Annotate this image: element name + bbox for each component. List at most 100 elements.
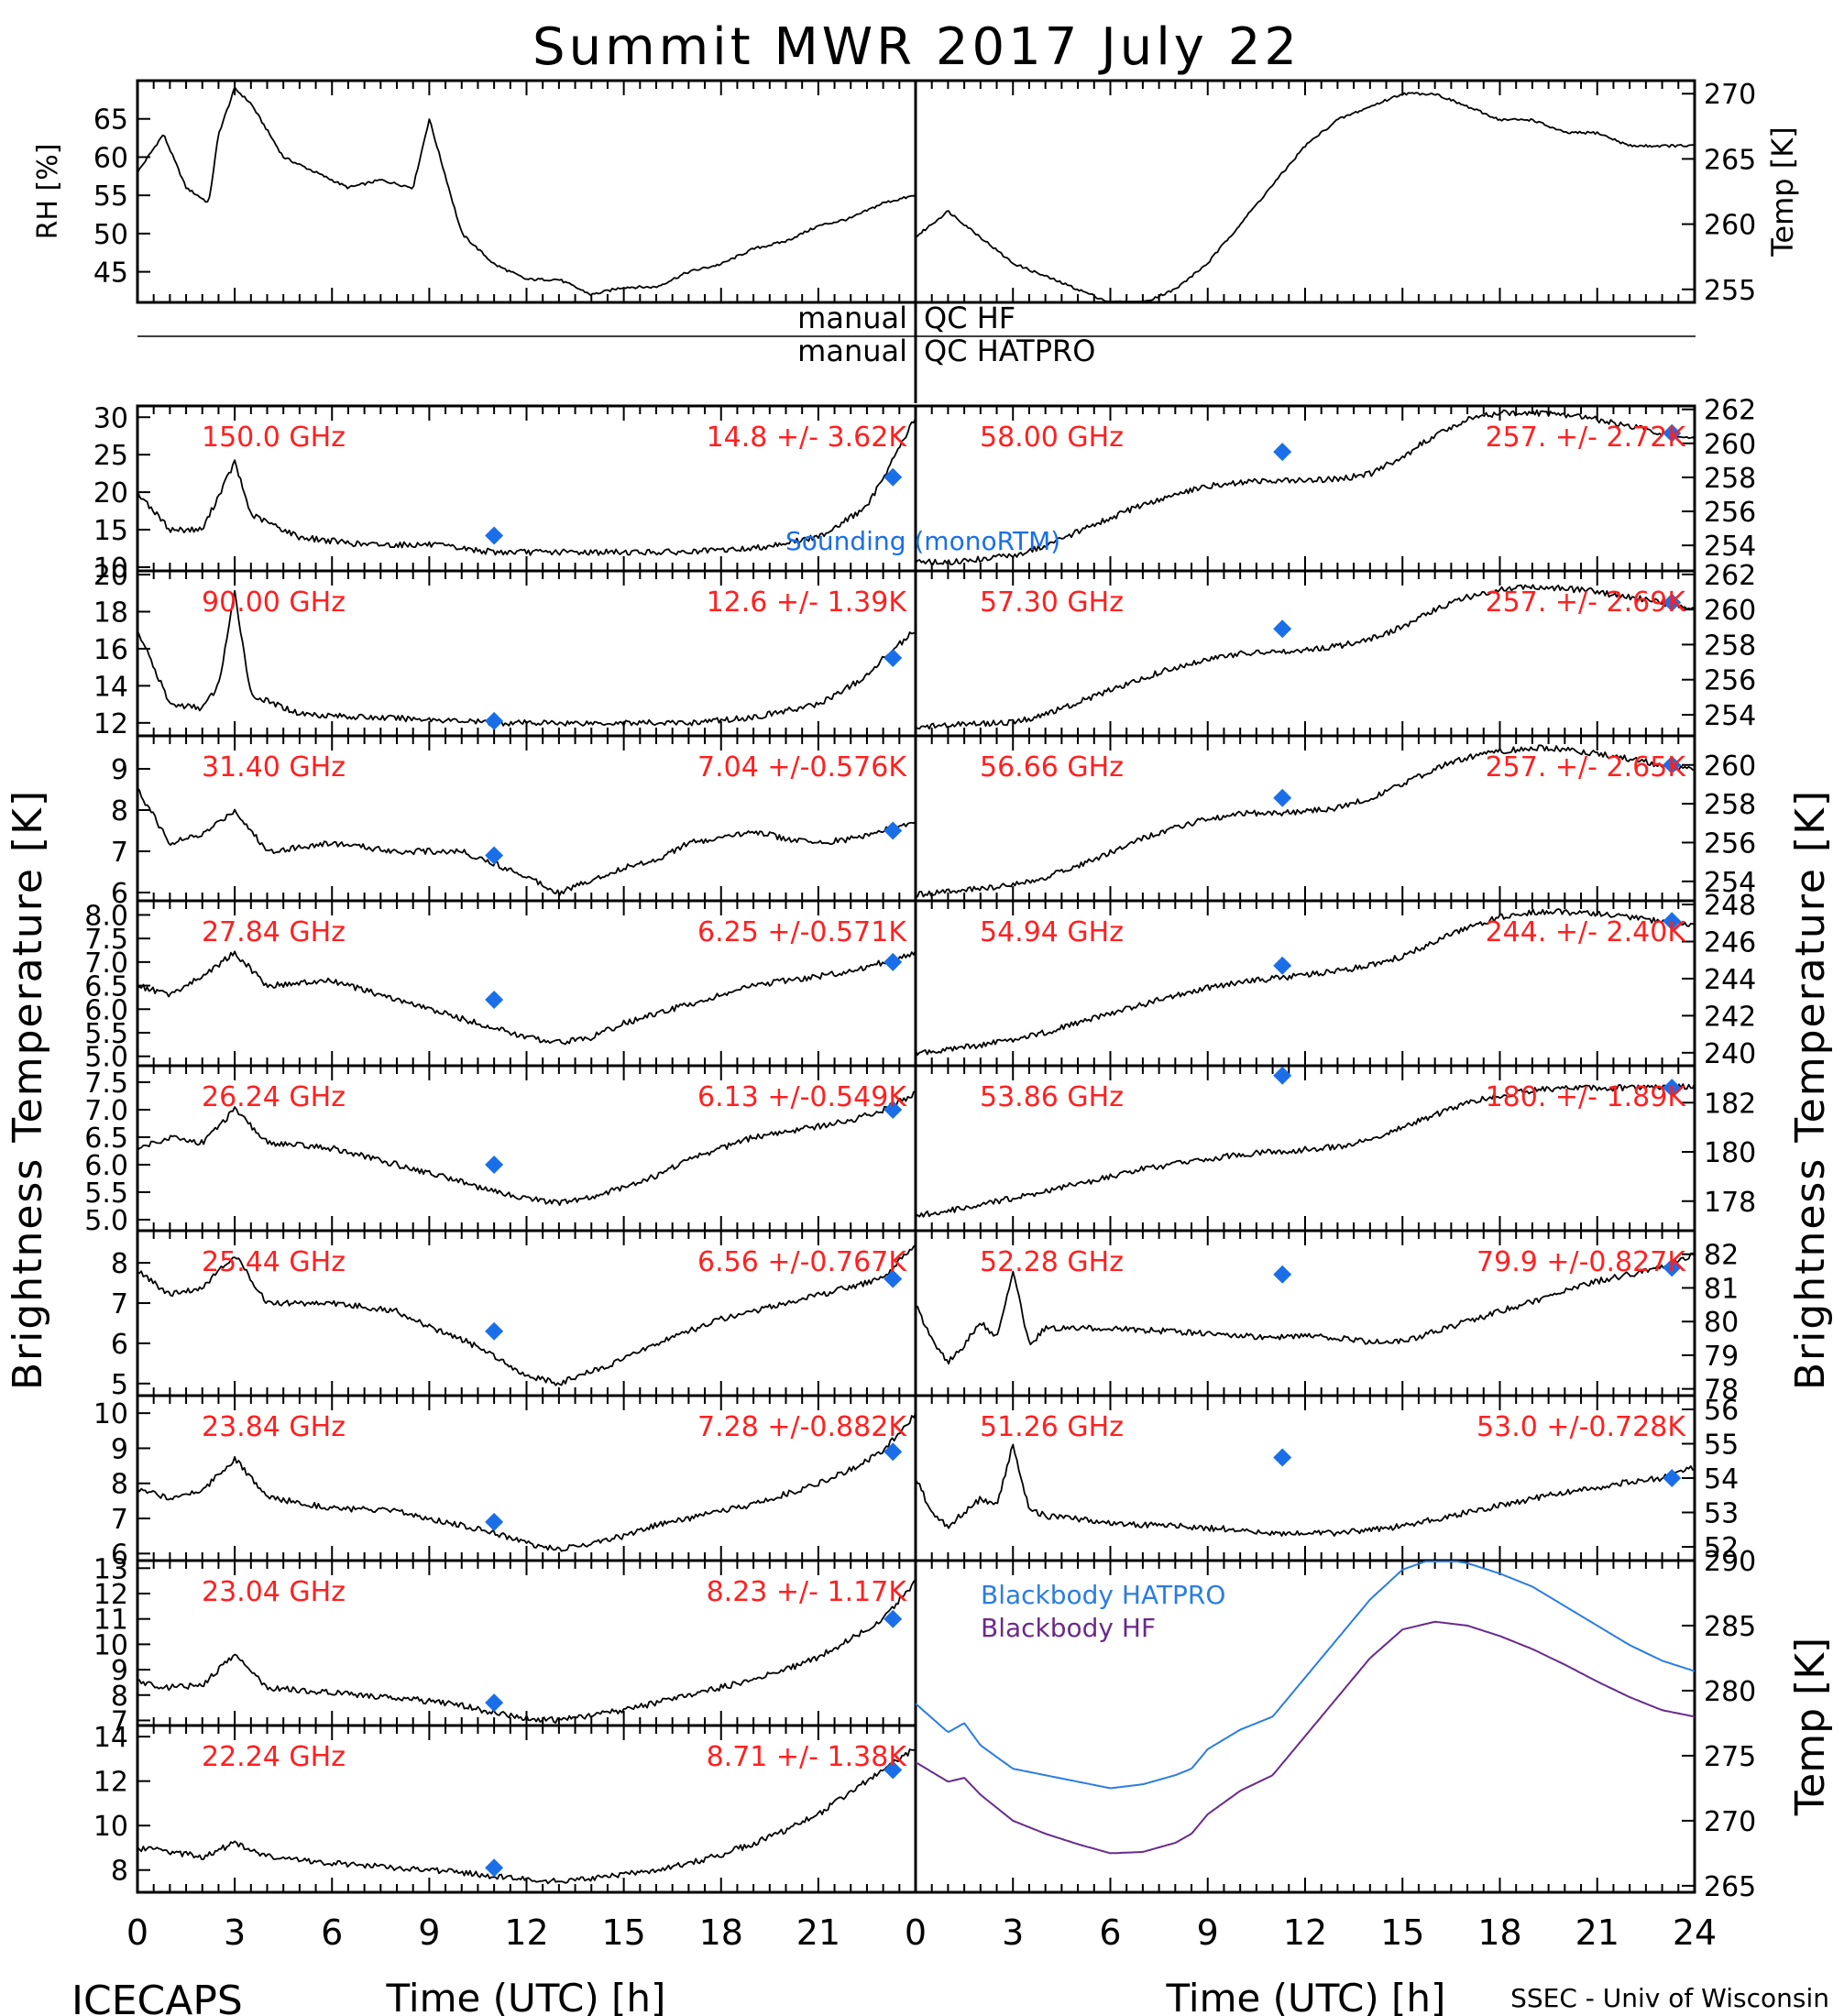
sounding-legend: Sounding (monoRTM) (785, 526, 1060, 556)
channel-label: 150.0 GHz (202, 422, 346, 454)
channel-label: 22.24 GHz (202, 1741, 346, 1773)
panel-ch-6: 7.57.06.56.05.55.0 26.24 GHz 6.13 +/-0.549… (84, 1064, 917, 1237)
sounding-marker (884, 1442, 903, 1462)
x-tick-label: 6 (1099, 1912, 1121, 1953)
y-tick-label: 20 (93, 560, 128, 592)
channel-stats: 8.23 +/- 1.17K (707, 1576, 908, 1608)
y-tick-label: 240 (1704, 1038, 1756, 1070)
y-tick-label: 25 (93, 440, 128, 472)
y-tick-label: 7 (111, 1504, 128, 1536)
sounding-marker (485, 711, 504, 730)
y-tick-label: 5.0 (84, 1205, 128, 1237)
y-tick-label: 182 (1704, 1088, 1756, 1120)
series-line (137, 787, 916, 896)
channel-label: 90.00 GHz (202, 586, 346, 619)
sounding-marker (1273, 956, 1292, 975)
y-tick-label: 7.0 (84, 948, 128, 980)
sounding-marker (884, 1101, 903, 1119)
y-tick-label: 5.5 (84, 1018, 128, 1050)
y-tick-label: 8.0 (84, 900, 128, 932)
x-tick-label: 18 (1477, 1912, 1521, 1953)
x-tick-label: 3 (1002, 1912, 1024, 1953)
panel-ch-5: 8.07.57.06.56.05.55.0 27.84 GHz 6.25 +/-0.… (84, 899, 917, 1074)
channel-label: 56.66 GHz (980, 751, 1124, 783)
y-tick-label: 7 (111, 1288, 128, 1320)
series-line (915, 584, 1696, 730)
y-tick-label: 178 (1704, 1187, 1756, 1219)
channel-stats: 79.9 +/-0.827K (1476, 1246, 1686, 1278)
series-line (915, 1443, 1696, 1537)
y-tick-label: 180 (1704, 1137, 1756, 1169)
panel-ch-15: 178 180 182 53.86 GHz 180. +/- 1.89K (914, 1064, 1756, 1233)
channel-label: 31.40 GHz (202, 751, 346, 783)
series-line (137, 1748, 916, 1885)
x-tick-label: 0 (905, 1912, 927, 1953)
x-tick-label: 24 (1673, 1912, 1717, 1953)
y-tick-label: 256 (1704, 665, 1756, 697)
panel-ch-2: 10 15 20 25 30 150.0 GHz 14.8 +/- 3.62K (93, 402, 917, 585)
y-tick-label: 270 (1704, 79, 1756, 111)
channel-stats: 8.71 +/- 1.38K (707, 1741, 908, 1773)
panel-frame (914, 1559, 1696, 1894)
panel-ch-14: 240 242 244 246 248 54.94 GHz 244. +/- 2.40K (914, 890, 1756, 1070)
legend-bb-hatpro: Blackbody HATPRO (981, 1580, 1225, 1610)
sounding-marker (884, 467, 903, 487)
y-tick-label: 16 (93, 634, 128, 666)
channel-label: 52.28 GHz (980, 1246, 1124, 1278)
channel-label: 54.94 GHz (980, 916, 1124, 948)
x-tick-label: 21 (1575, 1912, 1619, 1953)
panel-frame (136, 79, 917, 304)
sounding-marker (485, 846, 504, 865)
series-line (915, 1252, 1696, 1365)
x-tick-label: 12 (1283, 1912, 1327, 1953)
channel-label: 57.30 GHz (980, 586, 1124, 619)
sounding-marker (1663, 1469, 1682, 1487)
y-tick-label: 7.5 (84, 924, 128, 956)
channel-stats: 257. +/- 2.72K (1486, 422, 1687, 454)
channel-label: 26.24 GHz (202, 1081, 346, 1113)
y-tick-label: 30 (93, 402, 128, 434)
y-tick-label: 256 (1704, 497, 1756, 529)
x-axis-label-right: Time (UTC) [h] (1166, 1976, 1446, 2016)
sounding-marker (1663, 755, 1682, 774)
x-tick-label: 15 (1380, 1912, 1424, 1953)
y-tick-label: 248 (1704, 890, 1756, 922)
channel-label: 23.84 GHz (202, 1411, 346, 1443)
channel-stats: 180. +/- 1.89K (1486, 1081, 1687, 1113)
y-tick-label: 8 (111, 1248, 128, 1280)
channel-label: 27.84 GHz (202, 916, 346, 948)
panel-frame (914, 79, 1696, 304)
sounding-marker (1273, 1066, 1292, 1085)
series-line (915, 908, 1696, 1057)
y-tick-label: 78 (1704, 1375, 1739, 1407)
sounding-marker (884, 1760, 903, 1780)
y-tick-label: 260 (1704, 429, 1756, 461)
y-tick-label: 275 (1704, 1741, 1756, 1773)
sounding-marker (1663, 1258, 1682, 1277)
legend-bb-hf: Blackbody HF (981, 1613, 1156, 1643)
panel-ch-7: 5 6 7 8 25.44 GHz 6.56 +/-0.767K (111, 1229, 917, 1401)
x-axis-label-left: Time (UTC) [h] (386, 1976, 666, 2016)
y-tick-label: 6 (111, 1539, 128, 1571)
y-tick-label: 65 (93, 104, 128, 137)
x-tick-label: 12 (504, 1912, 548, 1953)
sounding-marker (884, 1269, 903, 1288)
overlay: Brightness Temperature [K] Brightness Te… (5, 301, 1833, 2016)
footer-left: ICECAPS (71, 1978, 243, 2016)
panel-air-temp: 255 260 265 270 Temp [K] (914, 79, 1800, 307)
sounding-marker (485, 1858, 504, 1878)
sounding-marker (884, 649, 903, 668)
series-line-hf (915, 1620, 1696, 1855)
sounding-marker (1663, 423, 1682, 443)
y-tick-label: 270 (1704, 1806, 1756, 1838)
panel-ch-3: 12 14 16 18 20 90.00 GHz 12.6 +/- 1.39K (93, 560, 917, 740)
y-tick-label: 9 (111, 1433, 128, 1465)
sounding-marker (485, 1512, 504, 1531)
y-tick-label: 79 (1704, 1341, 1739, 1373)
panel-blackbody: 265 270 275 280 285 290 Temp [K] (914, 1546, 1833, 1903)
panel-ch-10: 8 10 12 14 22.24 GHz 8.71 +/- 1.38K (93, 1722, 917, 1894)
y-tick-label: 265 (1704, 144, 1756, 176)
